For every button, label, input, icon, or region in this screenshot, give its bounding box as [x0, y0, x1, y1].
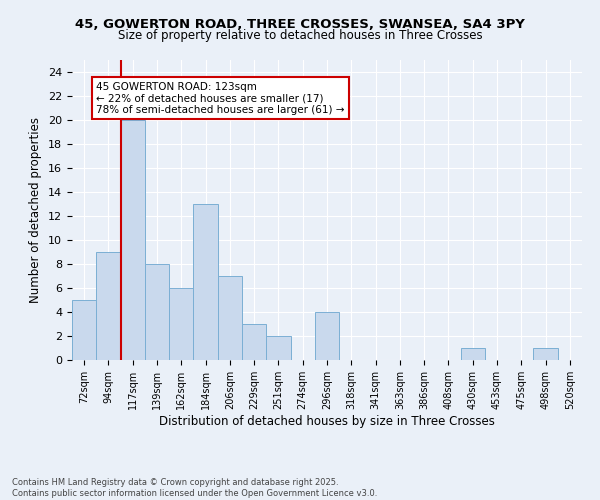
Y-axis label: Number of detached properties: Number of detached properties	[29, 117, 43, 303]
Bar	[218, 276, 242, 360]
Bar	[533, 348, 558, 360]
Bar	[169, 288, 193, 360]
Bar	[242, 324, 266, 360]
Text: Size of property relative to detached houses in Three Crosses: Size of property relative to detached ho…	[118, 29, 482, 42]
Bar	[96, 252, 121, 360]
X-axis label: Distribution of detached houses by size in Three Crosses: Distribution of detached houses by size …	[159, 414, 495, 428]
Bar	[121, 120, 145, 360]
Bar	[315, 312, 339, 360]
Bar	[72, 300, 96, 360]
Text: 45 GOWERTON ROAD: 123sqm
← 22% of detached houses are smaller (17)
78% of semi-d: 45 GOWERTON ROAD: 123sqm ← 22% of detach…	[96, 82, 345, 115]
Bar	[193, 204, 218, 360]
Text: Contains HM Land Registry data © Crown copyright and database right 2025.
Contai: Contains HM Land Registry data © Crown c…	[12, 478, 377, 498]
Bar	[461, 348, 485, 360]
Bar	[266, 336, 290, 360]
Bar	[145, 264, 169, 360]
Text: 45, GOWERTON ROAD, THREE CROSSES, SWANSEA, SA4 3PY: 45, GOWERTON ROAD, THREE CROSSES, SWANSE…	[75, 18, 525, 30]
